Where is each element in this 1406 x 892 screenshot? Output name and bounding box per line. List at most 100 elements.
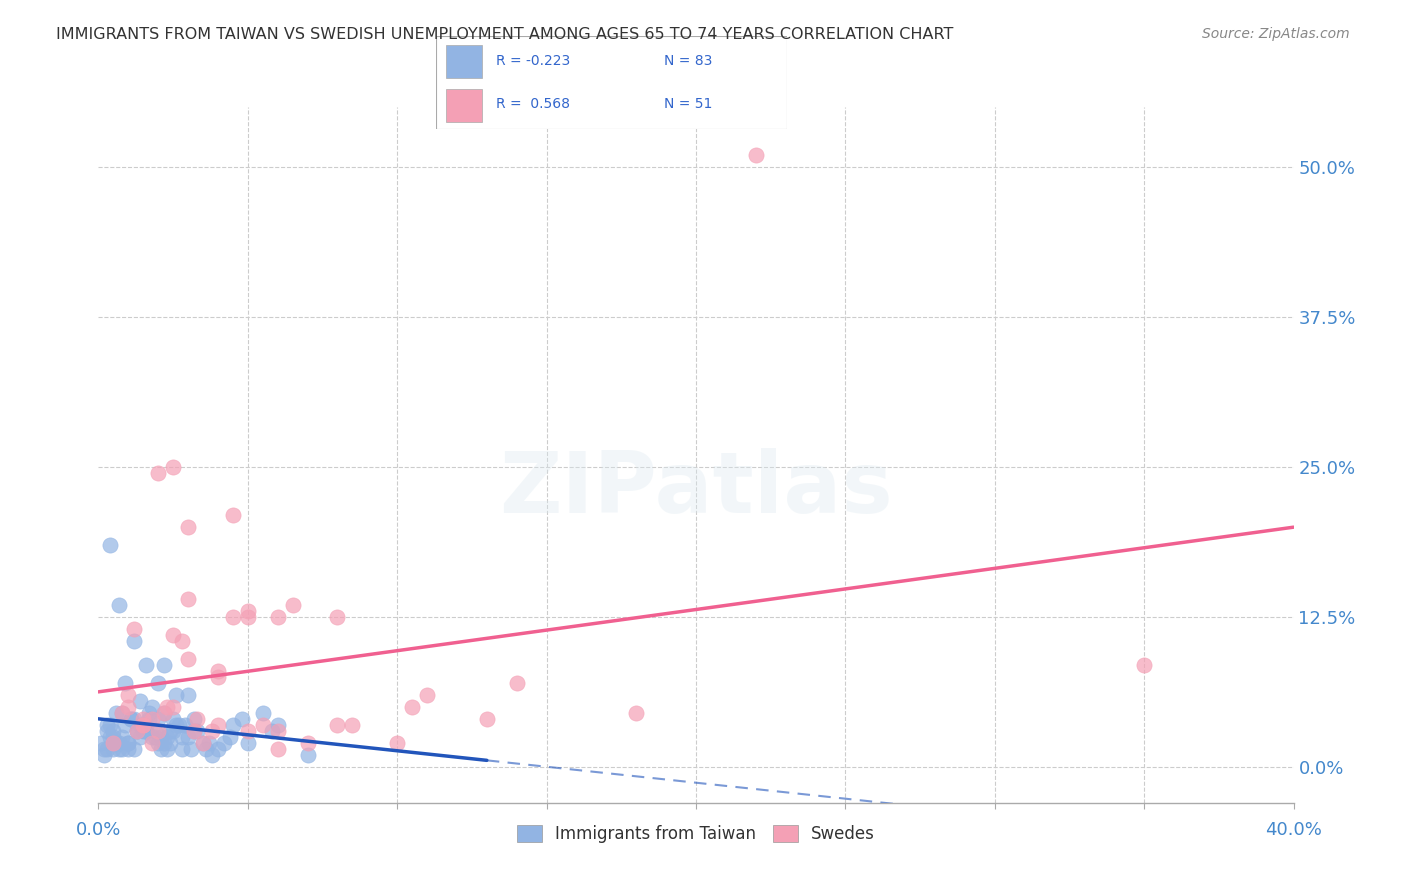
Point	[114, 718, 136, 732]
Point	[174, 718, 197, 732]
Point	[222, 610, 245, 624]
Point	[475, 712, 498, 726]
Point	[143, 730, 166, 744]
Point	[138, 706, 160, 720]
Point	[148, 712, 170, 726]
Point	[98, 718, 122, 732]
Point	[156, 730, 179, 744]
Point	[252, 718, 274, 732]
Point	[103, 741, 125, 756]
Text: R =  0.568: R = 0.568	[496, 97, 569, 111]
Point	[177, 520, 200, 534]
Point	[165, 718, 187, 732]
Point	[267, 741, 290, 756]
Point	[148, 466, 170, 480]
Point	[150, 741, 173, 756]
Point	[148, 723, 170, 738]
Point	[141, 730, 163, 744]
Point	[96, 718, 118, 732]
Point	[267, 610, 290, 624]
Point	[96, 723, 118, 738]
Point	[124, 741, 146, 756]
Text: N = 83: N = 83	[665, 54, 713, 68]
Point	[281, 598, 304, 612]
Point	[135, 723, 157, 738]
Point	[98, 538, 122, 552]
Point	[111, 706, 134, 720]
FancyBboxPatch shape	[447, 89, 481, 122]
Point	[138, 712, 160, 726]
Point	[132, 723, 155, 738]
Point	[177, 652, 200, 666]
Point	[93, 747, 115, 762]
Point	[108, 741, 131, 756]
Point	[105, 706, 128, 720]
Text: IMMIGRANTS FROM TAIWAN VS SWEDISH UNEMPLOYMENT AMONG AGES 65 TO 74 YEARS CORRELA: IMMIGRANTS FROM TAIWAN VS SWEDISH UNEMPL…	[56, 27, 953, 42]
Point	[260, 723, 283, 738]
Point	[127, 723, 149, 738]
Point	[108, 598, 131, 612]
Point	[98, 730, 122, 744]
Point	[195, 741, 218, 756]
Point	[93, 741, 115, 756]
Point	[129, 694, 152, 708]
Point	[153, 706, 176, 720]
Point	[207, 670, 229, 684]
Point	[153, 657, 176, 672]
Point	[222, 508, 245, 522]
Point	[135, 657, 157, 672]
Point	[129, 718, 152, 732]
FancyBboxPatch shape	[436, 36, 787, 129]
Point	[177, 591, 200, 606]
Point	[222, 718, 245, 732]
Point	[103, 736, 125, 750]
Point	[159, 723, 181, 738]
Point	[198, 736, 221, 750]
Point	[96, 741, 118, 756]
Point	[127, 723, 149, 738]
Point	[236, 604, 259, 618]
Point	[108, 736, 131, 750]
Point	[207, 741, 229, 756]
Point	[172, 730, 194, 744]
Point	[745, 148, 768, 162]
Point	[162, 712, 184, 726]
Point	[150, 730, 173, 744]
Point	[135, 723, 157, 738]
Point	[267, 718, 290, 732]
Point	[117, 741, 139, 756]
Point	[191, 736, 214, 750]
Point	[177, 730, 200, 744]
Point	[105, 736, 128, 750]
Text: 0.0%: 0.0%	[76, 821, 121, 838]
Point	[124, 712, 146, 726]
Point	[162, 459, 184, 474]
Point	[156, 699, 179, 714]
Point	[207, 664, 229, 678]
Point	[201, 747, 224, 762]
Point	[183, 712, 205, 726]
Point	[120, 712, 142, 726]
Point	[165, 688, 187, 702]
Point	[626, 706, 648, 720]
Point	[167, 718, 190, 732]
Point	[1133, 657, 1156, 672]
Point	[385, 736, 409, 750]
Point	[117, 736, 139, 750]
Point	[124, 633, 146, 648]
Point	[231, 712, 253, 726]
Point	[416, 688, 439, 702]
Point	[141, 699, 163, 714]
Point	[207, 718, 229, 732]
Point	[148, 676, 170, 690]
Point	[117, 688, 139, 702]
Point	[236, 736, 259, 750]
Point	[180, 741, 202, 756]
Point	[183, 723, 205, 738]
Point	[132, 718, 155, 732]
Point	[132, 712, 155, 726]
Point	[120, 712, 142, 726]
Point	[506, 676, 529, 690]
Point	[103, 723, 125, 738]
Legend: Immigrants from Taiwan, Swedes: Immigrants from Taiwan, Swedes	[510, 819, 882, 850]
